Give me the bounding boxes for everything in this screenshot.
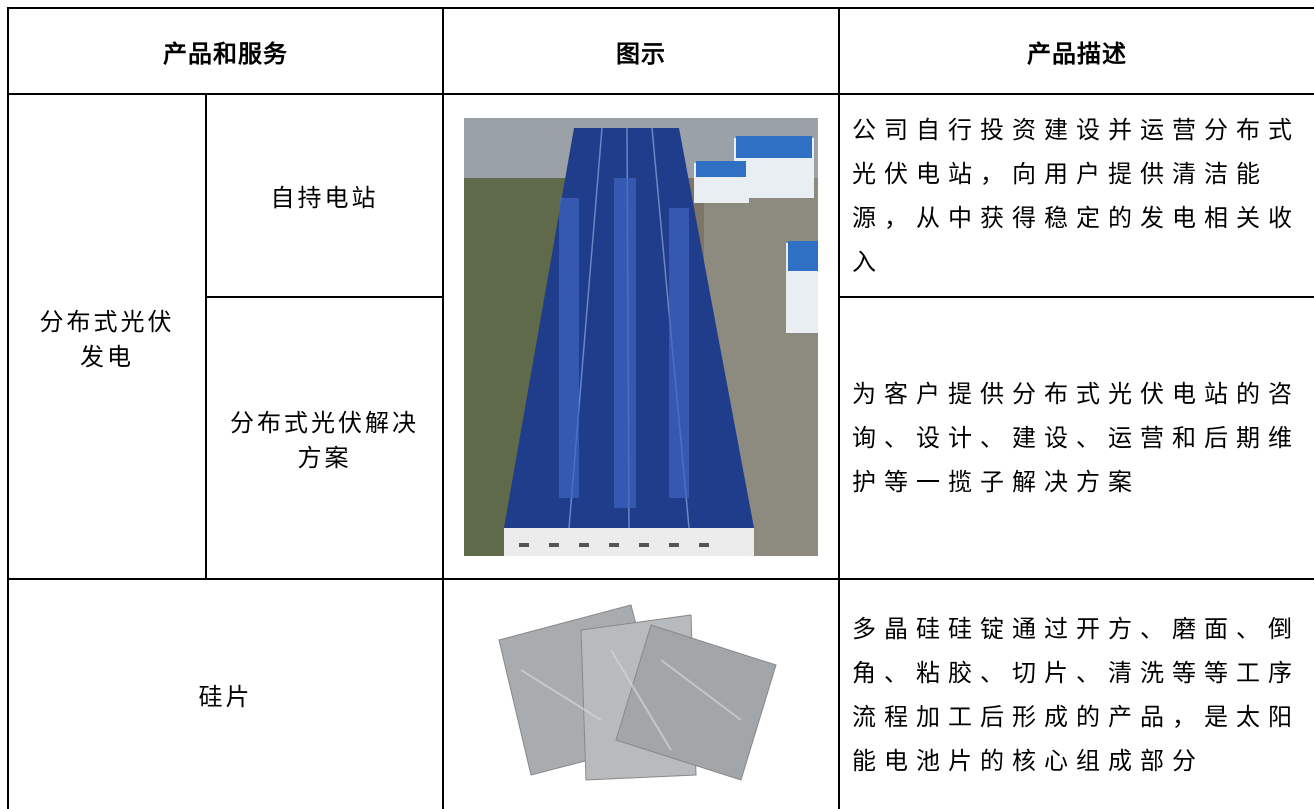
product-cell: 分布式光伏解决方案 bbox=[205, 296, 444, 580]
image-cell bbox=[442, 578, 840, 809]
header-cell: 图示 bbox=[442, 7, 840, 95]
description-cell: 公司自行投资建设并运营分布式光伏电站，向用户提供清洁能源，从中获得稳定的发电相关… bbox=[838, 93, 1314, 298]
solar-roof-photo bbox=[464, 117, 818, 556]
description-cell: 为客户提供分布式光伏电站的咨询、设计、建设、运营和后期维护等一揽子解决方案 bbox=[838, 296, 1314, 580]
product-cell: 硅片 bbox=[7, 578, 444, 809]
category-cell: 分布式光伏发电 bbox=[7, 93, 207, 580]
image-cell bbox=[442, 93, 840, 580]
header-cell: 产品和服务 bbox=[7, 7, 444, 95]
product-cell: 自持电站 bbox=[205, 93, 444, 298]
header-cell: 产品描述 bbox=[838, 7, 1314, 95]
description-cell: 多晶硅硅锭通过开方、磨面、倒角、粘胶、切片、清洗等等工序流程加工后形成的产品，是… bbox=[838, 578, 1314, 809]
product-table: 产品和服务 图示 产品描述 分布式光伏发电 自持电站 公司自行投资建设并运营分布… bbox=[7, 7, 1314, 809]
wafer-photo bbox=[498, 603, 777, 781]
